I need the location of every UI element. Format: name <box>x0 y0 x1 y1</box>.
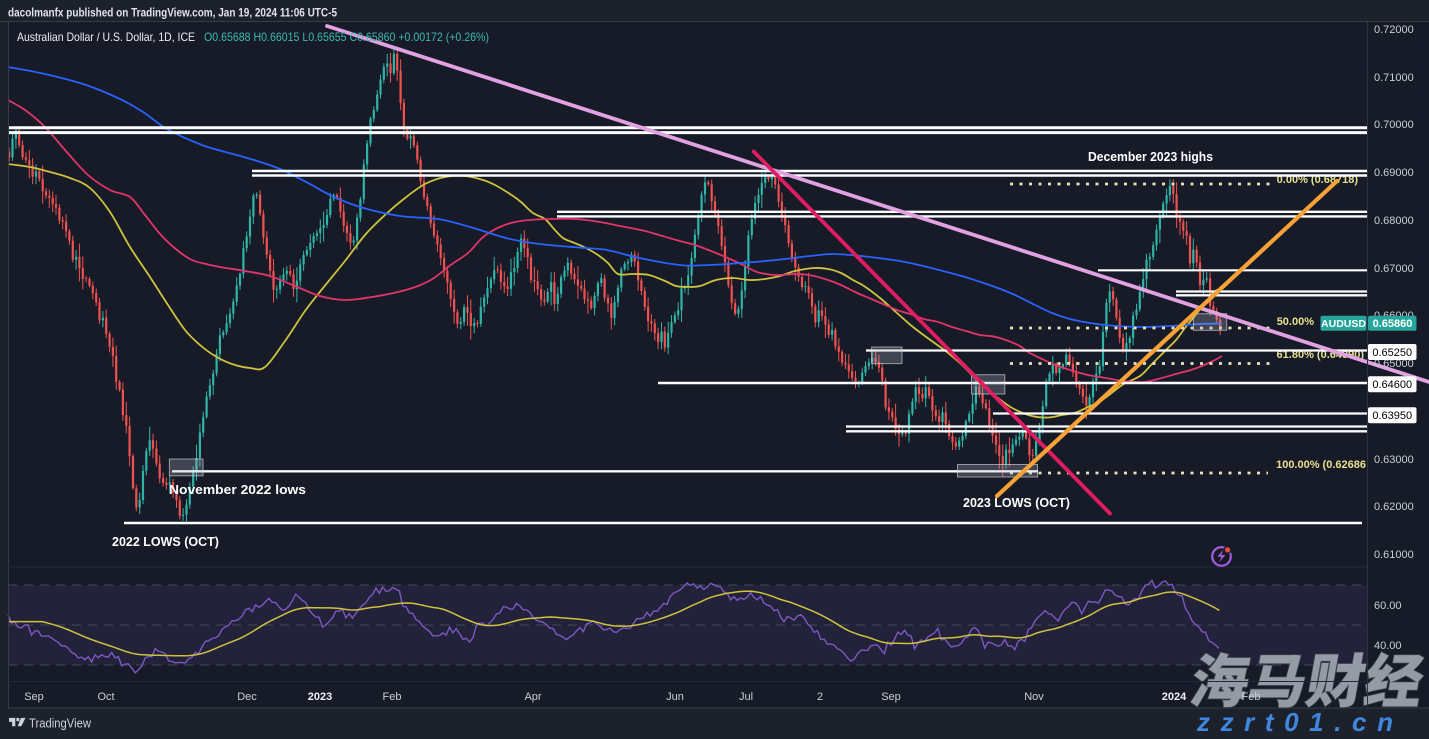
svg-text:zzrt01.cn: zzrt01.cn <box>1196 707 1401 737</box>
svg-text:2023: 2023 <box>308 691 332 703</box>
svg-text:Jun: Jun <box>666 691 684 703</box>
svg-text:0.65250: 0.65250 <box>1372 347 1412 359</box>
svg-text:2023 LOWS (OCT): 2023 LOWS (OCT) <box>963 496 1070 510</box>
svg-text:0.70000: 0.70000 <box>1374 119 1414 131</box>
svg-text:0.72000: 0.72000 <box>1374 24 1414 36</box>
svg-text:dacolmanfx published on Tradin: dacolmanfx published on TradingView.com,… <box>8 6 337 20</box>
svg-text:60.00: 60.00 <box>1374 600 1402 612</box>
svg-text:AUDUSD: AUDUSD <box>1321 318 1366 330</box>
svg-text:November 2022 lows: November 2022 lows <box>169 483 306 497</box>
svg-text:0.67000: 0.67000 <box>1374 263 1414 275</box>
svg-text:Oct: Oct <box>97 691 114 703</box>
svg-text:0.68000: 0.68000 <box>1374 215 1414 227</box>
svg-text:0.65860: 0.65860 <box>1373 318 1413 330</box>
svg-text:December 2023 highs: December 2023 highs <box>1088 150 1213 164</box>
svg-text:50.00%: 50.00% <box>1277 316 1315 328</box>
svg-text:Jul: Jul <box>739 691 753 703</box>
svg-text:0.64600: 0.64600 <box>1372 379 1412 391</box>
svg-text:Apr: Apr <box>524 691 541 703</box>
svg-text:0.63950: 0.63950 <box>1372 410 1412 422</box>
svg-text:0.62000: 0.62000 <box>1374 501 1414 513</box>
svg-text:0.61000: 0.61000 <box>1374 549 1414 561</box>
svg-text:TradingView: TradingView <box>29 716 92 731</box>
svg-text:2: 2 <box>817 691 823 703</box>
svg-text:2024: 2024 <box>1162 691 1187 703</box>
svg-text:O0.65688 H0.66015 L0.65655: O0.65688 H0.66015 L0.65655 C0.65860 +0.0… <box>204 30 489 44</box>
svg-text:Sep: Sep <box>24 691 44 703</box>
svg-text:Nov: Nov <box>1024 691 1044 703</box>
svg-text:0.65000: 0.65000 <box>1374 358 1414 370</box>
svg-text:40.00: 40.00 <box>1374 640 1402 652</box>
svg-text:Dec: Dec <box>237 691 257 703</box>
svg-text:0.69000: 0.69000 <box>1374 167 1414 179</box>
svg-text:2022 LOWS (OCT): 2022 LOWS (OCT) <box>112 535 219 549</box>
svg-text:0.63000: 0.63000 <box>1374 454 1414 466</box>
svg-text:Sep: Sep <box>881 691 901 703</box>
svg-text:0.71000: 0.71000 <box>1374 72 1414 84</box>
svg-text:Feb: Feb <box>383 691 402 703</box>
svg-text:61.80% (0.64990): 61.80% (0.64990) <box>1277 349 1365 361</box>
svg-text:100.00% (0.62686: 100.00% (0.62686 <box>1276 459 1366 471</box>
svg-text:Feb: Feb <box>1242 691 1261 703</box>
svg-text:Australian Dollar / U.S. Dolla: Australian Dollar / U.S. Dollar, 1D, ICE <box>17 30 195 44</box>
